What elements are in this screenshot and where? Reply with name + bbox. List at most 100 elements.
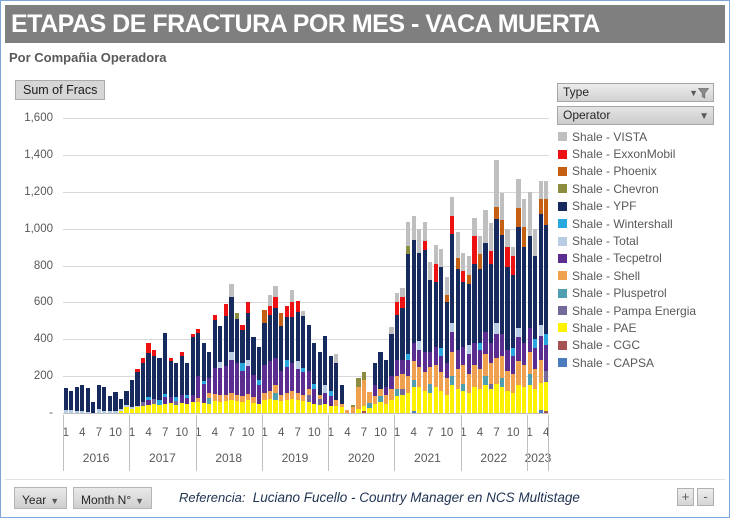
bar-segment[interactable]	[140, 363, 146, 402]
bar-segment[interactable]	[223, 395, 228, 402]
bar-segment[interactable]	[334, 405, 339, 413]
legend-item[interactable]: Shale - ExxonMobil	[558, 145, 726, 162]
bar-segment[interactable]	[278, 313, 284, 327]
bar-segment[interactable]	[422, 240, 427, 250]
bar-segment[interactable]	[444, 377, 449, 395]
bar-segment[interactable]	[234, 394, 240, 402]
bar-segment[interactable]	[301, 310, 306, 317]
bar-segment[interactable]	[185, 394, 190, 399]
filter-funnel-icon[interactable]: ▼	[685, 85, 709, 102]
bar-segment[interactable]	[334, 363, 339, 401]
bar-segment[interactable]	[439, 355, 444, 373]
bar-segment[interactable]	[428, 366, 433, 384]
bar-segment[interactable]	[394, 376, 400, 390]
bar-segment[interactable]	[245, 365, 251, 394]
bar-segment[interactable]	[212, 401, 217, 413]
bar-segment[interactable]	[538, 199, 543, 214]
bar-segment[interactable]	[383, 387, 389, 395]
bar-segment[interactable]	[124, 405, 129, 408]
bar-segment[interactable]	[284, 306, 289, 318]
bar-segment[interactable]	[151, 399, 157, 404]
bar-segment[interactable]	[466, 274, 471, 284]
bar-segment[interactable]	[361, 379, 367, 406]
bar-segment[interactable]	[428, 261, 433, 281]
bar-segment[interactable]	[334, 354, 339, 364]
bar-segment[interactable]	[96, 385, 101, 410]
bar-segment[interactable]	[273, 285, 278, 297]
bar-segment[interactable]	[533, 368, 538, 390]
legend-item[interactable]: Shale - YPF	[558, 198, 726, 215]
bar-segment[interactable]	[118, 399, 124, 409]
bar-segment[interactable]	[240, 370, 245, 397]
bar-segment[interactable]	[394, 359, 400, 377]
bar-segment[interactable]	[544, 381, 549, 412]
bar-segment[interactable]	[361, 405, 367, 412]
bar-segment[interactable]	[411, 215, 416, 240]
bar-segment[interactable]	[378, 352, 383, 390]
bar-segment[interactable]	[444, 363, 449, 378]
bar-segment[interactable]	[317, 399, 322, 405]
bar-segment[interactable]	[168, 361, 173, 398]
bar-segment[interactable]	[284, 317, 289, 360]
bar-segment[interactable]	[251, 402, 256, 413]
bar-segment[interactable]	[295, 311, 300, 362]
bar-segment[interactable]	[516, 178, 521, 209]
bar-segment[interactable]	[179, 352, 184, 356]
bar-segment[interactable]	[262, 400, 267, 413]
bar-segment[interactable]	[483, 354, 488, 377]
bar-segment[interactable]	[439, 390, 444, 413]
bar-segment[interactable]	[428, 383, 433, 393]
bar-segment[interactable]	[406, 246, 411, 254]
legend-item[interactable]: Shale - PAE	[558, 319, 726, 336]
bar-segment[interactable]	[521, 365, 527, 388]
bar-segment[interactable]	[389, 376, 394, 390]
bar-segment[interactable]	[185, 363, 190, 395]
bar-segment[interactable]	[301, 401, 306, 413]
bar-segment[interactable]	[400, 307, 405, 360]
bar-segment[interactable]	[185, 398, 190, 404]
bar-segment[interactable]	[306, 389, 311, 395]
bar-segment[interactable]	[113, 410, 118, 413]
bar-segment[interactable]	[301, 372, 306, 395]
bar-segment[interactable]	[240, 330, 245, 364]
bar-segment[interactable]	[372, 363, 378, 386]
bar-segment[interactable]	[472, 217, 477, 236]
bar-segment[interactable]	[488, 223, 494, 251]
bar-segment[interactable]	[290, 317, 295, 364]
bar-segment[interactable]	[96, 409, 101, 413]
type-filter-dropdown[interactable]: Type ▼	[557, 83, 714, 102]
bar-segment[interactable]	[163, 397, 168, 404]
bar-segment[interactable]	[146, 397, 151, 401]
bar-segment[interactable]	[218, 401, 223, 413]
bar-segment[interactable]	[394, 302, 400, 316]
bar-segment[interactable]	[533, 348, 538, 369]
bar-segment[interactable]	[146, 342, 151, 354]
bar-segment[interactable]	[477, 368, 483, 390]
bar-segment[interactable]	[201, 380, 206, 385]
bar-segment[interactable]	[74, 386, 79, 411]
bar-segment[interactable]	[262, 322, 267, 366]
bar-segment[interactable]	[450, 385, 455, 413]
bar-segment[interactable]	[533, 256, 538, 340]
bar-segment[interactable]	[411, 361, 416, 380]
legend-item[interactable]: Shale - Pluspetrol	[558, 285, 726, 302]
bar-segment[interactable]	[223, 316, 228, 366]
bar-segment[interactable]	[450, 376, 455, 386]
bar-segment[interactable]	[245, 400, 251, 413]
bar-segment[interactable]	[428, 392, 433, 413]
bar-segment[interactable]	[477, 236, 483, 255]
bar-segment[interactable]	[350, 407, 355, 413]
bar-segment[interactable]	[527, 374, 532, 386]
bar-segment[interactable]	[290, 399, 295, 413]
bar-segment[interactable]	[505, 390, 510, 413]
bar-segment[interactable]	[544, 411, 549, 413]
bar-segment[interactable]	[533, 339, 538, 349]
bar-segment[interactable]	[295, 368, 300, 393]
bar-segment[interactable]	[433, 346, 438, 366]
legend-item[interactable]: Shale - Chevron	[558, 180, 726, 197]
bar-segment[interactable]	[400, 296, 405, 308]
bar-segment[interactable]	[394, 396, 400, 413]
bar-segment[interactable]	[350, 404, 355, 408]
bar-segment[interactable]	[439, 248, 444, 268]
bar-segment[interactable]	[284, 366, 289, 393]
